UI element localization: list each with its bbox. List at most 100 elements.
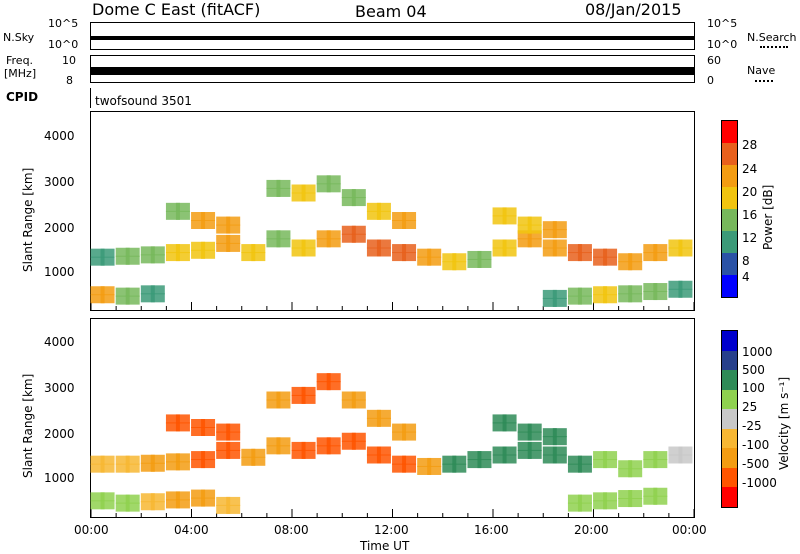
heatmap-cell	[165, 252, 180, 262]
heatmap-cell	[100, 463, 115, 473]
heatmap-cell	[366, 454, 381, 464]
heatmap-cell	[678, 446, 693, 456]
heatmap-cell	[191, 212, 206, 221]
heatmap-cell	[326, 381, 341, 391]
heatmap-cell	[552, 454, 567, 464]
colorbar-segment	[722, 121, 737, 143]
heatmap-cell	[643, 451, 658, 461]
heatmap-cell	[165, 414, 180, 424]
heatmap-cell	[552, 289, 567, 299]
heatmap-cell	[492, 247, 507, 257]
velocity-ytick-3000: 3000	[44, 381, 75, 395]
heatmap-cell	[467, 258, 482, 268]
heatmap-cell	[492, 422, 507, 432]
heatmap-cell	[502, 454, 517, 464]
heatmap-cell	[593, 294, 608, 304]
heatmap-cell	[643, 487, 658, 497]
heatmap-cell	[502, 446, 517, 456]
heatmap-cell	[266, 391, 281, 401]
heatmap-cell	[542, 446, 557, 456]
nave-label: Nave	[747, 64, 776, 77]
heatmap-cell	[492, 446, 507, 456]
heatmap-cell	[668, 446, 683, 456]
heatmap-cell	[417, 256, 432, 266]
heatmap-cell	[90, 256, 105, 266]
power-cbar-tick-4: 4	[742, 270, 750, 284]
heatmap-cell	[643, 291, 658, 301]
heatmap-cell	[351, 189, 366, 199]
heatmap-cell	[577, 502, 592, 512]
heatmap-cell	[577, 463, 592, 473]
heatmap-cell	[191, 459, 206, 469]
heatmap-cell	[251, 244, 266, 254]
heatmap-cell	[653, 283, 668, 293]
heatmap-cell	[191, 220, 206, 229]
heatmap-cell	[226, 431, 241, 441]
nave-legend-line	[755, 80, 773, 82]
power-ytick-3000: 3000	[44, 175, 75, 189]
heatmap-cell	[175, 453, 190, 463]
heatmap-cell	[201, 212, 216, 221]
xtick-3: 12:00	[374, 523, 409, 537]
heatmap-cell	[542, 289, 557, 299]
power-cbar-tick-12: 12	[742, 231, 758, 245]
heatmap-cell	[115, 295, 130, 305]
heatmap-cell	[291, 184, 306, 194]
heatmap-cell	[552, 436, 567, 446]
heatmap-cell	[201, 489, 216, 499]
heatmap-cell	[316, 381, 331, 391]
heatmap-cell	[517, 230, 532, 240]
heatmap-cell	[542, 229, 557, 239]
heatmap-cell	[100, 455, 115, 465]
heatmap-cell	[628, 490, 643, 500]
heatmap-cell	[392, 463, 407, 473]
heatmap-cell	[618, 285, 633, 295]
heatmap-cell	[216, 234, 231, 244]
heatmap-cell	[140, 246, 155, 256]
heatmap-cell	[301, 441, 316, 451]
heatmap-cell	[301, 394, 316, 404]
heatmap-cell	[452, 455, 467, 465]
heatmap-cell	[165, 210, 180, 220]
colorbar-segment	[722, 428, 737, 449]
heatmap-cell	[442, 253, 457, 263]
nsky-right-tick-top: 10^5	[707, 17, 738, 30]
freq-trace	[91, 67, 694, 75]
colorbar-segment	[722, 209, 737, 231]
heatmap-cell	[502, 247, 517, 257]
heatmap-cell	[477, 258, 492, 268]
freq-right-tick-top: 60	[707, 54, 721, 67]
heatmap-cell	[291, 247, 306, 257]
heatmap-cell	[603, 286, 618, 296]
heatmap-cell	[417, 457, 432, 467]
heatmap-cell	[226, 224, 241, 234]
heatmap-cell	[341, 399, 356, 409]
heatmap-cell	[402, 463, 417, 473]
heatmap-cell	[628, 498, 643, 508]
heatmap-cell	[628, 261, 643, 271]
heatmap-cell	[216, 216, 231, 226]
heatmap-cell	[552, 297, 567, 307]
heatmap-cell	[618, 490, 633, 500]
heatmap-cell	[402, 423, 417, 433]
freq-tick-top: 10	[62, 54, 76, 67]
heatmap-cell	[477, 459, 492, 469]
heatmap-cell	[140, 285, 155, 295]
heatmap-cell	[351, 432, 366, 442]
heatmap-cell	[115, 502, 130, 512]
heatmap-cell	[427, 457, 442, 467]
heatmap-cell	[191, 419, 206, 428]
heatmap-cell	[678, 247, 693, 257]
heatmap-cell	[125, 255, 140, 265]
heatmap-cell	[593, 459, 608, 469]
heatmap-cell	[517, 441, 532, 451]
heatmap-cell	[392, 455, 407, 465]
heatmap-cell	[402, 431, 417, 441]
heatmap-cell	[165, 453, 180, 463]
colorbar-segment	[722, 165, 737, 187]
heatmap-cell	[542, 428, 557, 438]
heatmap-cell	[276, 230, 291, 240]
heatmap-cell	[216, 496, 231, 506]
heatmap-cell	[351, 233, 366, 243]
heatmap-cell	[165, 202, 180, 212]
